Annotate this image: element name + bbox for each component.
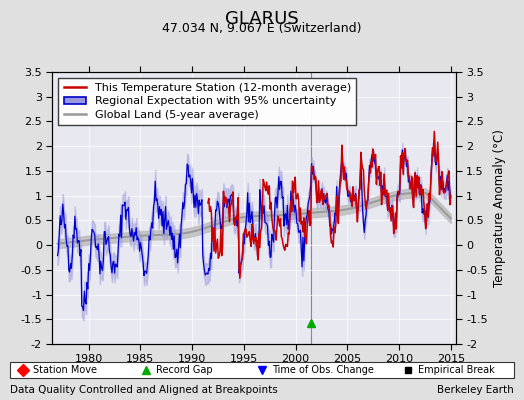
Text: Berkeley Earth: Berkeley Earth xyxy=(437,385,514,395)
Text: Time of Obs. Change: Time of Obs. Change xyxy=(272,365,374,375)
Text: Data Quality Controlled and Aligned at Breakpoints: Data Quality Controlled and Aligned at B… xyxy=(10,385,278,395)
Legend: This Temperature Station (12-month average), Regional Expectation with 95% uncer: This Temperature Station (12-month avera… xyxy=(58,78,356,125)
Text: Empirical Break: Empirical Break xyxy=(418,365,495,375)
Text: GLARUS: GLARUS xyxy=(225,10,299,28)
Y-axis label: Temperature Anomaly (°C): Temperature Anomaly (°C) xyxy=(494,129,507,287)
Text: 47.034 N, 9.067 E (Switzerland): 47.034 N, 9.067 E (Switzerland) xyxy=(162,22,362,35)
Text: Station Move: Station Move xyxy=(33,365,97,375)
Text: Record Gap: Record Gap xyxy=(156,365,213,375)
